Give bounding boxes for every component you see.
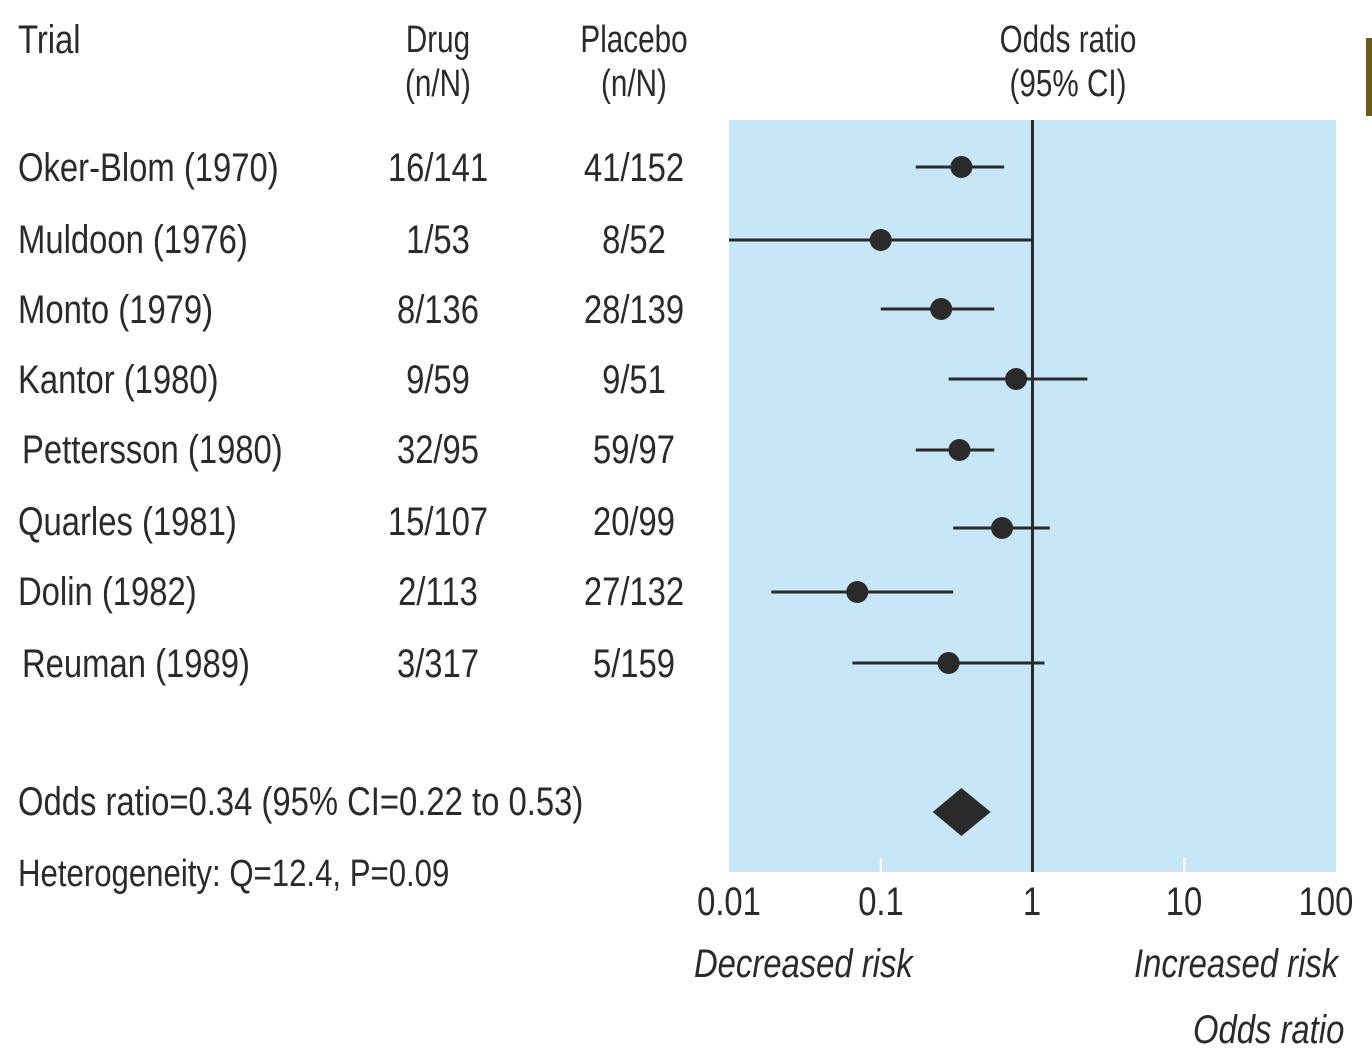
header-trial: Trial: [18, 18, 81, 62]
pooled-odds-ratio: Odds ratio=0.34 (95% CI=0.22 to 0.53): [18, 780, 584, 824]
trial-name: Pettersson (1980): [22, 428, 283, 472]
drug-count: 32/95: [396, 428, 480, 472]
header-placebo: Placebo (n/N): [556, 18, 712, 106]
header-odds: Odds ratio (95% CI): [951, 18, 1185, 106]
trial-name: Quarles (1981): [18, 500, 237, 544]
header-placebo-title: Placebo: [580, 19, 688, 61]
placebo-count: 8/52: [602, 218, 666, 262]
header-drug-unit: (n/N): [405, 63, 471, 105]
tick-label: 0.1: [858, 880, 904, 924]
drug-count: 9/59: [406, 358, 470, 402]
tick-label: 10: [1165, 880, 1203, 924]
placebo-count: 28/139: [583, 288, 685, 332]
trial-name: Dolin (1982): [18, 570, 197, 614]
point-estimate: [1005, 368, 1028, 390]
x-axis-label: Odds ratio: [1193, 1008, 1345, 1052]
placebo-count: 20/99: [592, 500, 676, 544]
header-drug-title: Drug: [405, 19, 471, 61]
tick-label: 0.01: [697, 880, 761, 924]
trial-name: Kantor (1980): [18, 358, 219, 402]
trial-name: Reuman (1989): [22, 642, 250, 686]
trial-name: Muldoon (1976): [18, 218, 248, 262]
increased-risk-note: Increased risk: [1134, 942, 1339, 986]
point-estimate: [846, 581, 869, 603]
drug-count: 15/107: [387, 500, 489, 544]
point-estimate: [869, 229, 892, 251]
point-estimate: [991, 517, 1014, 539]
drug-count: 1/53: [406, 218, 470, 262]
header-drug: Drug (n/N): [360, 18, 516, 106]
header-placebo-unit: (n/N): [601, 63, 667, 105]
trial-name: Oker-Blom (1970): [18, 146, 279, 190]
decreased-risk-note: Decreased risk: [694, 942, 913, 986]
tick-label: 1: [1022, 880, 1042, 924]
placebo-count: 41/152: [583, 146, 685, 190]
point-estimate: [930, 298, 953, 320]
trial-name: Monto (1979): [18, 288, 214, 332]
drug-count: 2/113: [398, 570, 478, 614]
header-odds-title: Odds ratio: [999, 19, 1137, 61]
drug-count: 3/317: [396, 642, 480, 686]
point-estimate: [948, 439, 971, 461]
placebo-count: 9/51: [602, 358, 666, 402]
edge-marker: [1366, 38, 1372, 116]
placebo-count: 59/97: [592, 428, 676, 472]
tick-label: 100: [1298, 880, 1354, 924]
drug-count: 8/136: [396, 288, 480, 332]
point-estimate: [950, 156, 973, 178]
point-estimate: [937, 652, 960, 674]
pooled-diamond: [932, 788, 991, 836]
header-odds-unit: (95% CI): [1009, 63, 1127, 105]
placebo-count: 5/159: [592, 642, 676, 686]
heterogeneity-stat: Heterogeneity: Q=12.4, P=0.09: [18, 853, 450, 895]
placebo-count: 27/132: [583, 570, 685, 614]
drug-count: 16/141: [387, 146, 489, 190]
